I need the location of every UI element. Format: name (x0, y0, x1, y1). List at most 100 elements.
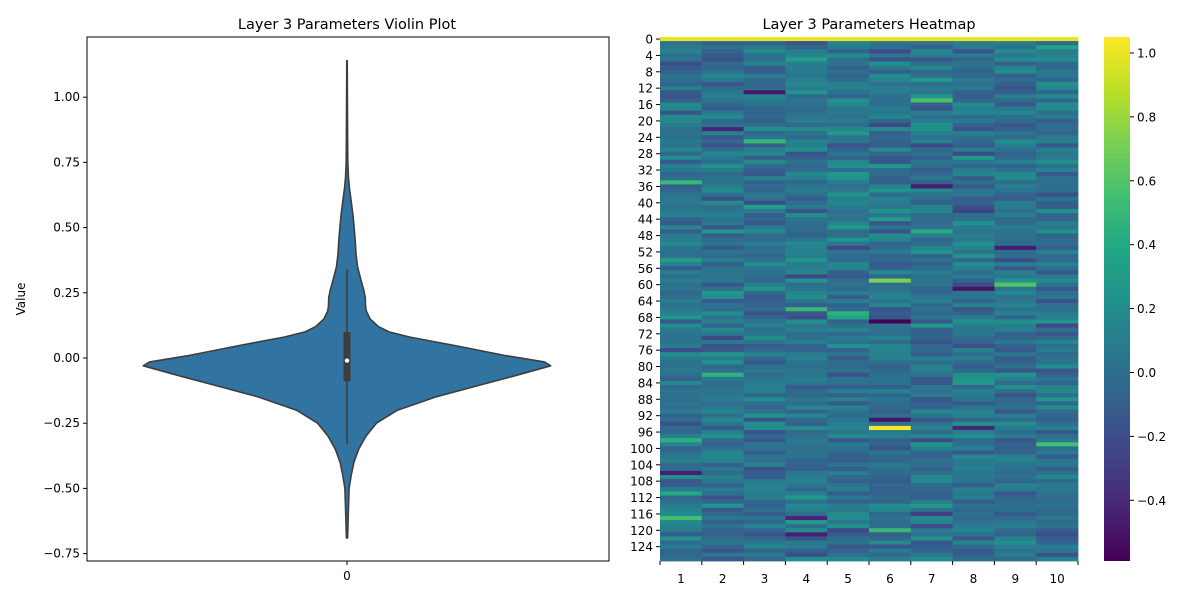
heatmap-cell (994, 438, 1037, 443)
heatmap-cell (869, 495, 912, 500)
colorbar-tick-label: −0.2 (1137, 430, 1166, 444)
heatmap-cell (827, 286, 870, 292)
heatmap-cell (701, 470, 744, 476)
heatmap-cell (910, 376, 953, 382)
heatmap-cell (743, 114, 786, 120)
heatmap-cell (1036, 65, 1079, 71)
heatmap-cell (910, 515, 953, 521)
heatmap-ytick-label: 8 (645, 65, 653, 79)
heatmap-cell (827, 168, 870, 173)
heatmap-cell (869, 217, 912, 222)
heatmap-cell (869, 208, 912, 214)
heatmap-cell (743, 94, 786, 99)
heatmap-cell (785, 405, 828, 410)
heatmap-cell (701, 454, 744, 460)
heatmap-cell (910, 94, 953, 99)
heatmap-cell (701, 356, 744, 361)
heatmap-cell (910, 466, 953, 472)
heatmap-cell (785, 102, 828, 107)
heatmap-cell (994, 245, 1037, 251)
heatmap-cell (701, 425, 744, 431)
heatmap-ytick-label: 24 (638, 131, 653, 145)
heatmap-cell (1036, 515, 1079, 521)
heatmap-cell (994, 118, 1037, 124)
heatmap-cell (827, 200, 870, 206)
heatmap-cell (660, 401, 703, 406)
colorbar-gradient (1104, 37, 1130, 561)
heatmap-cell (994, 303, 1037, 308)
heatmap-cell (952, 483, 995, 488)
heatmap-cell (869, 524, 912, 529)
heatmap-cell (994, 37, 1037, 42)
heatmap-cell (827, 515, 870, 521)
heatmap-cell (994, 147, 1037, 153)
heatmap-cell (827, 475, 870, 480)
heatmap-cell (952, 307, 995, 312)
heatmap-cell (994, 344, 1037, 349)
heatmap-cell (827, 319, 870, 324)
heatmap-cell (869, 192, 912, 198)
heatmap-cell (952, 82, 995, 87)
heatmap-cell (952, 299, 995, 304)
heatmap-cell (785, 77, 828, 83)
heatmap-cell (785, 389, 828, 394)
heatmap-cell (994, 401, 1037, 406)
heatmap-cell (994, 213, 1037, 218)
heatmap-cell (660, 184, 703, 189)
heatmap-cell (994, 552, 1037, 558)
heatmap-cell (1036, 475, 1079, 480)
heatmap-cell (869, 200, 912, 206)
heatmap-cell (910, 73, 953, 79)
heatmap-cell (952, 192, 995, 198)
heatmap-cell (660, 253, 703, 259)
heatmap-cell (1036, 286, 1079, 292)
heatmap-cell (869, 282, 912, 288)
heatmap-cell (952, 172, 995, 177)
heatmap-cell (869, 311, 912, 316)
heatmap-cell (660, 315, 703, 320)
heatmap-cell (701, 511, 744, 517)
heatmap-cell (869, 213, 912, 218)
heatmap-cell (869, 49, 912, 54)
heatmap-cell (827, 49, 870, 54)
heatmap-cell (952, 94, 995, 99)
heatmap-cell (701, 450, 744, 455)
heatmap-cell (994, 466, 1037, 472)
heatmap-cell (994, 511, 1037, 517)
heatmap-cell (701, 188, 744, 193)
heatmap-cell (910, 225, 953, 230)
heatmap-cell (869, 229, 912, 234)
heatmap-cell (743, 245, 786, 251)
heatmap-cell (743, 413, 786, 419)
heatmap-cell (910, 147, 953, 153)
heatmap-cell (994, 102, 1037, 107)
heatmap-cell (994, 376, 1037, 382)
heatmap-cell (785, 339, 828, 345)
heatmap-cell (869, 344, 912, 349)
heatmap-cell (660, 237, 703, 243)
heatmap-cell (994, 421, 1037, 427)
heatmap-cell (743, 57, 786, 62)
heatmap-cell (660, 151, 703, 157)
heatmap-cell (1036, 315, 1079, 320)
heatmap-cell (910, 487, 953, 492)
heatmap-cell (1036, 438, 1079, 443)
heatmap-cell (660, 82, 703, 87)
heatmap-cell (994, 450, 1037, 455)
heatmap-cell (952, 274, 995, 279)
heatmap-cell (743, 61, 786, 67)
heatmap-cell (1036, 364, 1079, 369)
heatmap-ytick-label: 16 (638, 98, 653, 112)
heatmap-cell (785, 135, 828, 140)
heatmap-cell (952, 339, 995, 345)
heatmap-cell (910, 335, 953, 341)
heatmap-cell (701, 155, 744, 161)
heatmap-cell (785, 524, 828, 529)
heatmap-cell (994, 53, 1037, 58)
heatmap-cell (827, 180, 870, 185)
heatmap-cell (1036, 180, 1079, 185)
heatmap-cell (743, 520, 786, 525)
heatmap-cell (1036, 507, 1079, 513)
heatmap-cell (952, 475, 995, 480)
heatmap-cell (827, 327, 870, 333)
